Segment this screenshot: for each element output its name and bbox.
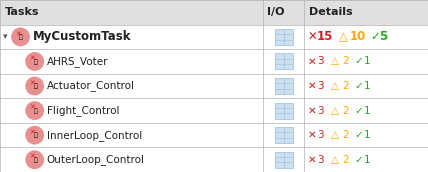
Text: OuterLoop_Control: OuterLoop_Control — [47, 154, 145, 165]
Bar — [0, 25, 428, 49]
Text: 15: 15 — [317, 30, 333, 43]
Text: 2: 2 — [342, 130, 349, 140]
FancyBboxPatch shape — [274, 103, 293, 119]
Text: ✓: ✓ — [354, 155, 363, 165]
Text: 🧪: 🧪 — [33, 108, 37, 114]
Text: △: △ — [331, 81, 339, 91]
Text: 1: 1 — [364, 81, 370, 91]
Text: I/O: I/O — [268, 7, 285, 17]
Text: 🧪: 🧪 — [33, 157, 37, 163]
Text: Tasks: Tasks — [5, 7, 40, 17]
Text: 1: 1 — [364, 106, 370, 116]
Ellipse shape — [25, 52, 44, 71]
Text: ✕: ✕ — [29, 105, 35, 111]
Text: ✕: ✕ — [307, 130, 316, 140]
FancyBboxPatch shape — [274, 127, 293, 143]
Text: 1: 1 — [364, 130, 370, 140]
Text: AHRS_Voter: AHRS_Voter — [47, 56, 108, 67]
Text: ✓: ✓ — [354, 106, 363, 116]
Text: △: △ — [331, 155, 339, 165]
Text: 1: 1 — [364, 155, 370, 165]
Text: △: △ — [331, 56, 339, 66]
Text: 2: 2 — [342, 56, 349, 66]
Text: 3: 3 — [317, 130, 324, 140]
Bar — [0, 0, 428, 25]
Ellipse shape — [11, 28, 30, 46]
Text: △: △ — [339, 30, 348, 43]
Text: 🧪: 🧪 — [33, 84, 37, 89]
Text: 1: 1 — [364, 56, 370, 66]
FancyBboxPatch shape — [274, 78, 293, 94]
Text: 3: 3 — [317, 155, 324, 165]
FancyBboxPatch shape — [274, 53, 293, 69]
Text: 3: 3 — [317, 81, 324, 91]
Text: ✓: ✓ — [354, 81, 363, 91]
Bar — [0, 98, 428, 123]
Ellipse shape — [25, 77, 44, 95]
Text: InnerLoop_Control: InnerLoop_Control — [47, 130, 142, 141]
Text: ✕: ✕ — [15, 31, 21, 37]
Text: 2: 2 — [342, 81, 349, 91]
Text: ✓: ✓ — [370, 30, 380, 43]
Text: 🧪: 🧪 — [33, 133, 37, 138]
Text: ✕: ✕ — [307, 30, 317, 43]
Text: ✓: ✓ — [354, 56, 363, 66]
Text: MyCustomTask: MyCustomTask — [33, 30, 131, 43]
Text: 3: 3 — [317, 56, 324, 66]
Text: ✕: ✕ — [29, 154, 35, 160]
Text: ✕: ✕ — [307, 56, 316, 66]
Text: 3: 3 — [317, 106, 324, 116]
Text: ▾: ▾ — [3, 32, 8, 41]
FancyBboxPatch shape — [274, 29, 293, 45]
Text: △: △ — [331, 130, 339, 140]
Text: ✕: ✕ — [307, 81, 316, 91]
FancyBboxPatch shape — [274, 152, 293, 168]
Text: Details: Details — [309, 7, 353, 17]
Text: 2: 2 — [342, 106, 349, 116]
Text: 🧪: 🧪 — [33, 59, 37, 65]
Bar — [0, 49, 428, 74]
Text: 5: 5 — [379, 30, 387, 43]
Bar — [0, 123, 428, 147]
Ellipse shape — [25, 101, 44, 120]
Bar — [0, 74, 428, 98]
Bar — [0, 147, 428, 172]
Text: ✕: ✕ — [29, 80, 35, 86]
Text: 10: 10 — [350, 30, 366, 43]
Text: Actuator_Control: Actuator_Control — [47, 80, 135, 92]
Text: 🧪: 🧪 — [19, 35, 23, 40]
Text: ✓: ✓ — [354, 130, 363, 140]
Text: ✕: ✕ — [29, 129, 35, 135]
Text: ✕: ✕ — [307, 155, 316, 165]
Ellipse shape — [25, 126, 44, 144]
Text: Flight_Control: Flight_Control — [47, 105, 119, 116]
Text: ✕: ✕ — [29, 56, 35, 62]
Ellipse shape — [25, 150, 44, 169]
Text: 2: 2 — [342, 155, 349, 165]
Text: ✕: ✕ — [307, 106, 316, 116]
Text: △: △ — [331, 106, 339, 116]
